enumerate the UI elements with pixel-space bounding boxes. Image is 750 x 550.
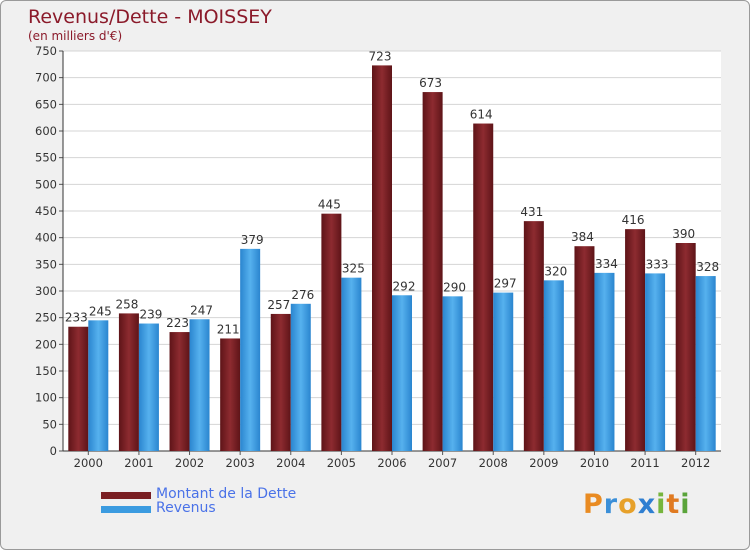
logo-letter: o — [618, 489, 638, 520]
logo-letter: P — [583, 489, 604, 520]
data-label-dette-2001: 258 — [115, 297, 138, 311]
bar-dette-2000 — [68, 326, 89, 451]
x-tick-label: 2010 — [580, 456, 609, 470]
data-label-dette-2004: 257 — [267, 298, 290, 312]
data-label-dette-2000: 233 — [65, 311, 88, 325]
bar-revenus-2000 — [88, 320, 109, 451]
bar-dette-2011 — [625, 229, 646, 451]
data-label-revenus-2010: 334 — [595, 257, 618, 271]
bar-dette-2003 — [220, 338, 241, 451]
y-tick-label: 750 — [35, 44, 57, 58]
bar-revenus-2011 — [645, 273, 666, 451]
data-label-dette-2011: 416 — [622, 213, 645, 227]
y-tick-label: 100 — [35, 391, 57, 405]
data-label-dette-2010: 384 — [571, 230, 594, 244]
bar-revenus-2012 — [695, 276, 716, 451]
data-label-dette-2002: 223 — [166, 316, 189, 330]
y-tick-label: 700 — [35, 71, 57, 85]
bar-dette-2001 — [118, 313, 139, 451]
x-tick-label: 2002 — [175, 456, 204, 470]
bar-revenus-2005 — [341, 277, 362, 451]
bar-revenus-2002 — [189, 319, 210, 451]
bar-dette-2009 — [523, 221, 544, 451]
data-label-dette-2005: 445 — [318, 198, 341, 212]
bar-dette-2002 — [169, 332, 190, 451]
x-tick-label: 2001 — [124, 456, 153, 470]
logo-letter: r — [603, 489, 619, 520]
bar-revenus-2006 — [392, 295, 412, 451]
x-tick-label: 2012 — [681, 456, 710, 470]
x-tick-label: 2008 — [479, 456, 508, 470]
y-tick-label: 600 — [35, 124, 57, 138]
y-tick-label: 0 — [50, 444, 57, 458]
x-tick-label: 2007 — [428, 456, 457, 470]
chart-subtitle: (en milliers d'€) — [28, 29, 123, 43]
x-tick-label: 2009 — [529, 456, 558, 470]
bar-revenus-2004 — [290, 303, 311, 451]
data-label-revenus-2001: 239 — [139, 308, 162, 322]
logo-letter: x — [637, 489, 657, 520]
data-label-revenus-2005: 325 — [342, 262, 365, 276]
y-tick-label: 150 — [35, 364, 57, 378]
bar-dette-2004 — [270, 313, 291, 451]
data-label-revenus-2007: 290 — [443, 280, 466, 294]
x-tick-label: 2011 — [630, 456, 659, 470]
y-tick-label: 650 — [35, 97, 57, 111]
data-label-dette-2007: 673 — [419, 76, 442, 90]
data-label-dette-2012: 390 — [672, 227, 695, 241]
y-tick-label: 200 — [35, 337, 57, 351]
chart-title: Revenus/Dette - MOISSEY — [28, 6, 272, 28]
logo-letter: t — [666, 489, 681, 520]
bar-revenus-2009 — [543, 280, 564, 451]
y-tick-label: 300 — [35, 284, 57, 298]
data-label-dette-2008: 614 — [470, 108, 493, 122]
y-tick-label: 50 — [42, 417, 57, 431]
data-label-dette-2006: 723 — [369, 49, 392, 63]
legend-swatch-revenus — [101, 506, 151, 513]
bar-dette-2007 — [422, 92, 443, 452]
bar-revenus-2001 — [138, 323, 159, 451]
y-tick-label: 400 — [35, 231, 57, 245]
y-tick-label: 450 — [35, 204, 57, 218]
bar-dette-2008 — [473, 123, 494, 452]
data-label-revenus-2009: 320 — [544, 264, 567, 278]
y-tick-label: 500 — [35, 177, 57, 191]
data-label-revenus-2002: 247 — [190, 303, 213, 317]
legend-label-dette: Montant de la Dette — [156, 486, 297, 502]
bar-revenus-2008 — [493, 292, 514, 451]
y-tick-label: 350 — [35, 257, 57, 271]
bar-revenus-2007 — [442, 296, 463, 451]
y-tick-label: 250 — [35, 311, 57, 325]
bar-dette-2005 — [321, 213, 342, 451]
data-label-revenus-2012: 328 — [696, 260, 719, 274]
data-label-revenus-2008: 297 — [494, 277, 517, 291]
bar-dette-2006 — [372, 65, 392, 452]
bar-revenus-2010 — [594, 272, 615, 451]
bar-dette-2010 — [574, 246, 595, 451]
data-label-revenus-2004: 276 — [291, 288, 314, 302]
x-tick-label: 2003 — [226, 456, 255, 470]
data-label-revenus-2011: 333 — [646, 257, 669, 271]
bar-revenus-2003 — [240, 248, 261, 451]
x-tick-label: 2005 — [327, 456, 356, 470]
data-label-revenus-2000: 245 — [89, 304, 112, 318]
proxiti-logo: Proxiti — [583, 489, 691, 520]
bar-dette-2012 — [675, 243, 696, 451]
legend-label-revenus: Revenus — [156, 500, 216, 516]
logo-letter: i — [680, 489, 691, 520]
x-tick-label: 2006 — [377, 456, 406, 470]
logo-letter: i — [656, 489, 667, 520]
data-label-revenus-2006: 292 — [393, 279, 416, 293]
y-tick-label: 550 — [35, 151, 57, 165]
x-tick-label: 2000 — [74, 456, 103, 470]
data-label-dette-2003: 211 — [217, 322, 240, 336]
legend-swatch-dette — [101, 492, 151, 499]
x-tick-label: 2004 — [276, 456, 305, 470]
data-label-dette-2009: 431 — [520, 205, 543, 219]
data-label-revenus-2003: 379 — [241, 233, 264, 247]
